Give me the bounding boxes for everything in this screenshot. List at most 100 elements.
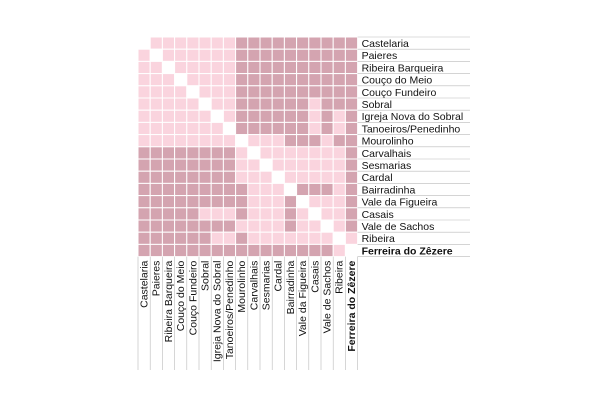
matrix-cell <box>161 48 176 62</box>
matrix-cell <box>161 146 176 160</box>
matrix-cell <box>161 109 176 123</box>
matrix-cell <box>222 73 237 87</box>
matrix-cell <box>344 195 359 209</box>
matrix-cell <box>332 60 346 75</box>
matrix-cell <box>271 97 285 111</box>
matrix-cell <box>296 73 310 87</box>
matrix-cell <box>247 36 261 50</box>
matrix-cell <box>198 36 212 50</box>
matrix-cell <box>247 109 261 123</box>
matrix-cell <box>247 231 261 245</box>
matrix-cell <box>186 170 200 184</box>
matrix-cell <box>344 134 359 148</box>
row-label: Paieres <box>362 50 398 62</box>
column-label: Tanoeiros/Penedinho <box>224 260 236 359</box>
matrix-cell <box>235 109 249 123</box>
matrix-cell <box>344 85 359 99</box>
matrix-cell <box>222 48 237 62</box>
matrix-cell <box>137 219 151 233</box>
column-label: Paieres <box>151 261 163 297</box>
column-label: Carvalhais <box>248 261 260 311</box>
matrix-cell <box>137 158 151 172</box>
matrix-cell <box>296 97 310 111</box>
matrix-cell <box>186 207 200 221</box>
matrix-cell <box>320 195 334 209</box>
matrix-cell <box>149 85 163 99</box>
matrix-cell <box>235 134 249 148</box>
column-label: Ribeira <box>334 260 346 293</box>
column-label: Casais <box>309 261 321 293</box>
matrix-cell <box>186 109 200 123</box>
column-label: Mourolinho <box>236 260 248 312</box>
matrix-cell <box>174 170 188 184</box>
row-label: Ribeira <box>362 233 395 245</box>
matrix-cell <box>259 207 273 221</box>
matrix-cell <box>259 109 273 123</box>
matrix-cell <box>235 48 249 62</box>
matrix-cell <box>308 207 322 221</box>
matrix-cell <box>259 73 273 87</box>
matrix-cell <box>344 231 359 245</box>
matrix-cell <box>271 146 285 160</box>
matrix-cell <box>344 48 359 62</box>
matrix-cell <box>149 48 163 62</box>
matrix-cell <box>161 73 176 87</box>
matrix-cell <box>283 60 298 75</box>
matrix-cell <box>235 121 249 136</box>
matrix-cell <box>235 243 249 258</box>
matrix-cell <box>210 146 224 160</box>
matrix-cell <box>137 243 151 258</box>
matrix-cell <box>235 36 249 50</box>
matrix-cell <box>296 36 310 50</box>
matrix-cell <box>149 182 163 197</box>
matrix-cell <box>161 243 176 258</box>
matrix-cell <box>198 60 212 75</box>
matrix-cell <box>332 243 346 258</box>
matrix-cell <box>332 48 346 62</box>
matrix-cell <box>259 85 273 99</box>
matrix-cell <box>222 134 237 148</box>
matrix-cell <box>283 170 298 184</box>
matrix-cell <box>332 146 346 160</box>
row-label: Vale de Sachos <box>362 221 435 233</box>
matrix-cell <box>137 121 151 136</box>
matrix-cell <box>308 195 322 209</box>
matrix-cell <box>186 48 200 62</box>
matrix-cell <box>283 231 298 245</box>
row-label: Couço Fundeiro <box>362 87 437 99</box>
matrix-cell <box>210 73 224 87</box>
matrix-cell <box>344 158 359 172</box>
matrix-cell <box>149 36 163 50</box>
matrix-cell <box>198 121 212 136</box>
matrix-cell <box>198 182 212 197</box>
matrix-cell <box>296 195 310 209</box>
matrix-cell <box>283 48 298 62</box>
matrix-cell <box>235 170 249 184</box>
matrix-cell <box>247 48 261 62</box>
matrix-cell <box>259 243 273 258</box>
matrix-cell <box>174 146 188 160</box>
matrix-cell <box>198 158 212 172</box>
matrix-cell <box>283 219 298 233</box>
matrix-cell <box>161 85 176 99</box>
column-label: Igreja Nova do Sobral <box>212 261 224 363</box>
matrix-cell <box>308 146 322 160</box>
matrix-cell <box>137 97 151 111</box>
matrix-cell <box>271 158 285 172</box>
matrix-cell <box>186 36 200 50</box>
matrix-cell <box>259 182 273 197</box>
matrix-cell <box>235 85 249 99</box>
matrix-cell <box>137 182 151 197</box>
row-label: Castelaria <box>362 38 409 50</box>
matrix-cell <box>308 97 322 111</box>
matrix-cell <box>149 146 163 160</box>
matrix-cell <box>247 134 261 148</box>
matrix-cell <box>222 170 237 184</box>
matrix-cell <box>210 109 224 123</box>
matrix-cell <box>296 158 310 172</box>
matrix-cell <box>149 73 163 87</box>
matrix-cell <box>198 195 212 209</box>
matrix-cell <box>137 231 151 245</box>
row-label: Ferreira do Zêzere <box>362 245 453 257</box>
matrix-cell <box>174 207 188 221</box>
